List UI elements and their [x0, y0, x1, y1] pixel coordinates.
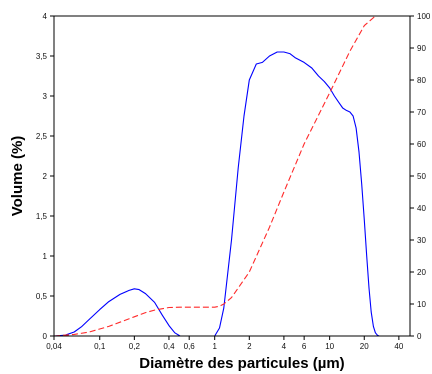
- y2-tick-label: 90: [417, 44, 426, 53]
- x-tick-label: 4: [282, 342, 287, 351]
- y2-tick-label: 50: [417, 172, 426, 181]
- y-tick-label: 0: [43, 332, 48, 341]
- y2-tick-label: 80: [417, 76, 426, 85]
- x-tick-label: 20: [360, 342, 369, 351]
- y2-tick-label: 0: [417, 332, 422, 341]
- y-tick-label: 3,5: [36, 52, 48, 61]
- y2-tick-label: 20: [417, 268, 426, 277]
- y-tick-label: 2,5: [36, 132, 48, 141]
- y-tick-label: 1: [43, 252, 48, 261]
- y-tick-label: 4: [43, 12, 48, 21]
- series-line-1: [53, 15, 410, 337]
- y-tick-label: 0,5: [36, 292, 48, 301]
- y-axis-ticks: 0 0,5 1 1,5 2 2,5 3 3,5 4: [36, 12, 54, 341]
- y2-tick-label: 30: [417, 236, 426, 245]
- x-tick-label: 2: [247, 342, 252, 351]
- y-tick-label: 2: [43, 172, 48, 181]
- x-tick-label: 0,04: [46, 342, 62, 351]
- plot-background: [54, 16, 410, 336]
- y-axis-label: Volume (%): [9, 136, 26, 217]
- y2-tick-label: 100: [417, 12, 431, 21]
- x-tick-label: 0,2: [129, 342, 141, 351]
- y2-tick-label: 40: [417, 204, 426, 213]
- x-tick-label: 1: [212, 342, 217, 351]
- y2-tick-label: 60: [417, 140, 426, 149]
- x-tick-label: 0,4: [163, 342, 175, 351]
- series-group: [53, 15, 410, 337]
- x-tick-label: 10: [325, 342, 334, 351]
- y-tick-label: 1,5: [36, 212, 48, 221]
- series-line-0: [53, 51, 385, 337]
- x-axis-label: Diamètre des particules (µm): [139, 355, 344, 372]
- x-tick-label: 40: [394, 342, 403, 351]
- x-tick-label: 0,6: [184, 342, 196, 351]
- x-tick-label: 6: [302, 342, 307, 351]
- y2-tick-label: 70: [417, 108, 426, 117]
- plot-area-background: [54, 16, 410, 336]
- y2-axis-ticks: 0 10 20 30 40 50 60 70 80 90 100: [410, 12, 431, 341]
- x-axis-ticks: 0,04 0,1 0,2 0,4 0,6 1 2 4 6 10 20 40: [46, 336, 404, 351]
- x-tick-label: 0,1: [94, 342, 106, 351]
- y-tick-label: 3: [43, 92, 48, 101]
- y2-tick-label: 10: [417, 300, 426, 309]
